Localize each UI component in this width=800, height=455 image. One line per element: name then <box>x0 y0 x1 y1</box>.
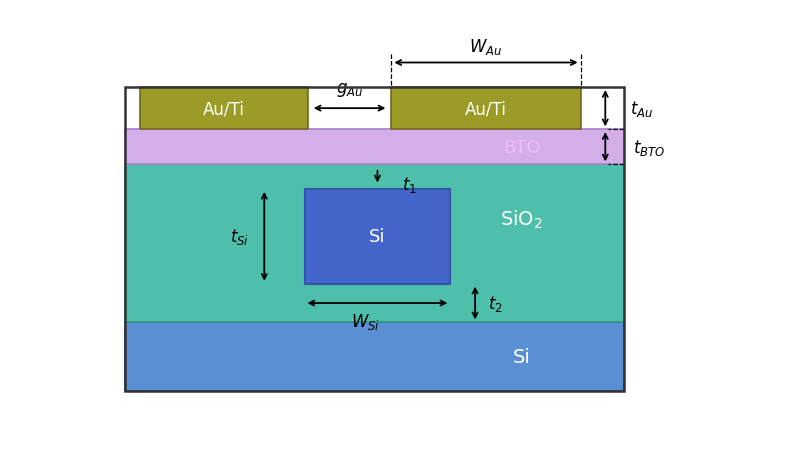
Text: SiO$_2$: SiO$_2$ <box>500 208 543 230</box>
Text: $t_{Au}$: $t_{Au}$ <box>630 99 654 119</box>
Bar <box>125 130 624 165</box>
Bar <box>125 323 624 391</box>
Text: Si: Si <box>513 347 530 366</box>
Text: Au/Ti: Au/Ti <box>203 100 245 118</box>
Text: BTO: BTO <box>503 138 540 157</box>
Text: $W_{Au}$: $W_{Au}$ <box>470 36 502 56</box>
Bar <box>305 189 450 284</box>
Text: $t_{Si}$: $t_{Si}$ <box>230 227 249 247</box>
Text: $t_1$: $t_1$ <box>402 174 417 194</box>
Text: Au/Ti: Au/Ti <box>465 100 507 118</box>
Text: $t_{BTO}$: $t_{BTO}$ <box>634 137 666 157</box>
Bar <box>125 165 624 323</box>
Text: $t_2$: $t_2$ <box>487 293 502 313</box>
Bar <box>125 88 624 391</box>
Text: $g_{Au}$: $g_{Au}$ <box>336 81 363 99</box>
Bar <box>391 88 581 130</box>
Text: $W_{Si}$: $W_{Si}$ <box>350 311 379 331</box>
Bar <box>140 88 308 130</box>
Text: Si: Si <box>370 228 386 246</box>
